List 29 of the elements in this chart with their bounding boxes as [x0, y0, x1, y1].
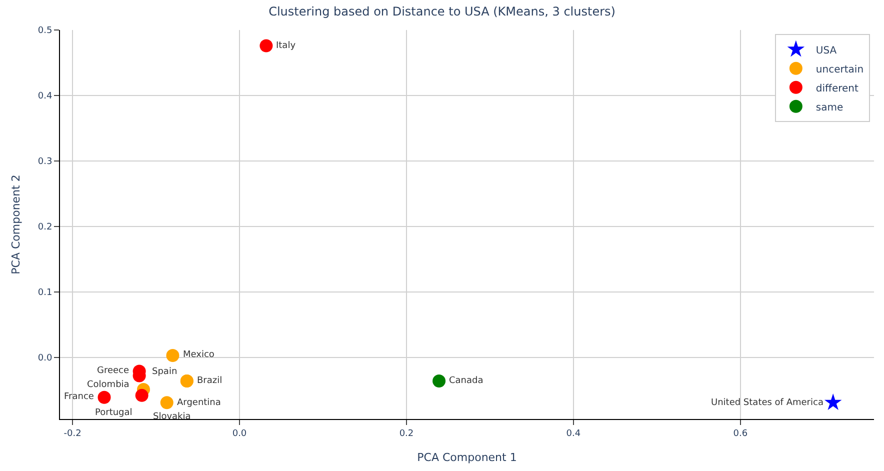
annotation: Greece	[97, 366, 130, 376]
annotation: Canada	[449, 376, 484, 386]
annotation: Colombia	[87, 380, 130, 390]
y-tick-label: 0.3	[38, 157, 52, 168]
annotation: France	[64, 392, 94, 402]
y-axis-title: PCA Component 2	[10, 174, 23, 274]
annotation: Spain	[152, 367, 178, 377]
x-tick-label: 0.6	[733, 428, 748, 439]
annotation: Brazil	[197, 376, 222, 386]
y-tick-label: 0.4	[38, 92, 52, 102]
annotation: Argentina	[177, 398, 221, 408]
x-axis-title: PCA Component 1	[417, 451, 517, 464]
x-tick-label: 0.0	[232, 428, 247, 439]
y-tick-label: 0.5	[38, 26, 52, 36]
y-tick-label: 0.1	[38, 288, 52, 298]
annotation: Portugal	[95, 408, 132, 418]
annotation: United States of America	[711, 398, 824, 408]
legend-label: uncertain	[816, 64, 864, 76]
annotation: Mexico	[183, 350, 215, 360]
x-tick-label: 0.2	[399, 428, 414, 439]
chart-title: Clustering based on Distance to USA (KMeans, 3 clusters)	[268, 4, 616, 18]
annotation: Italy	[276, 41, 296, 51]
y-tick-label: 0.0	[38, 354, 52, 364]
x-tick-label: 0.4	[566, 428, 581, 439]
legend-label: same	[816, 102, 844, 114]
legend-label: different	[816, 83, 858, 94]
legend-label: USA	[816, 45, 837, 56]
y-tick-label: 0.2	[38, 222, 52, 233]
x-tick-label: -0.2	[64, 428, 82, 439]
